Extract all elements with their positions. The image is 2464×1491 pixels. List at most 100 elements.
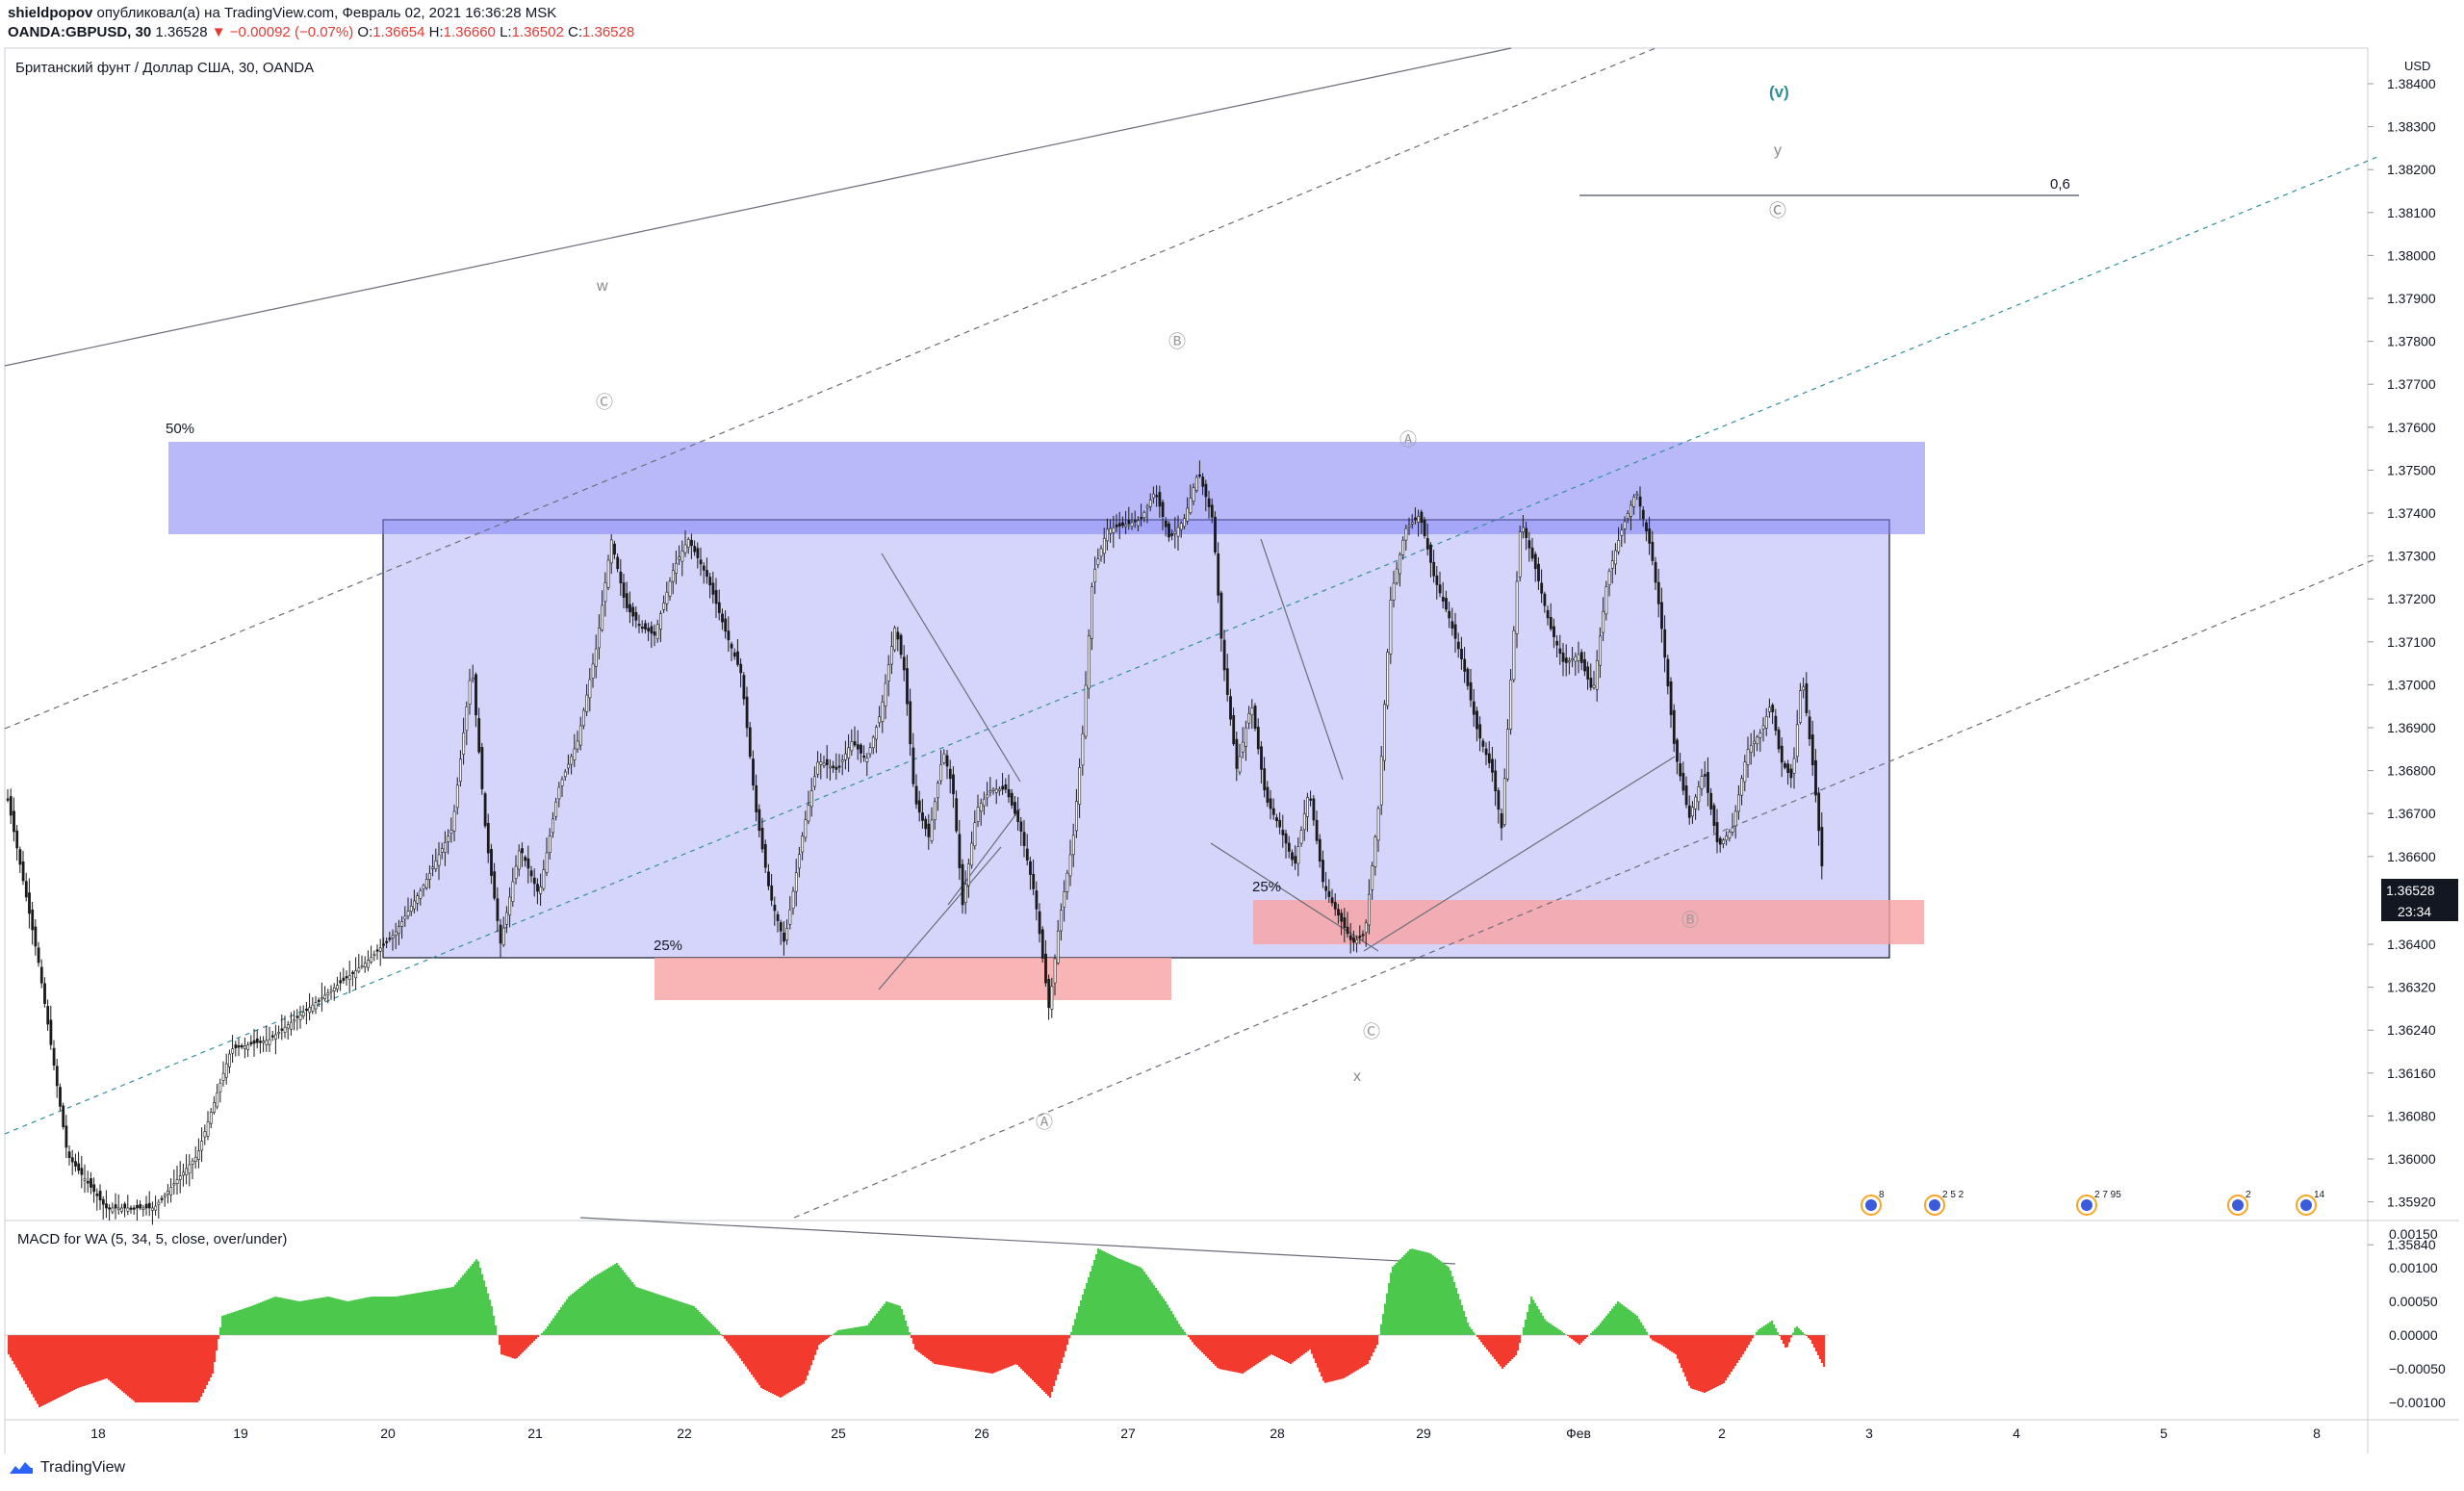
macd-bar <box>1101 1250 1104 1335</box>
candle-body <box>345 976 348 979</box>
macd-bar <box>179 1335 182 1402</box>
tradingview-logo[interactable]: TradingView <box>8 1459 125 1477</box>
macd-bar <box>422 1292 424 1335</box>
macd-bar <box>878 1311 881 1335</box>
candle-body <box>483 793 487 827</box>
event-badge[interactable]: 2 7 95 <box>2076 1190 2121 1216</box>
trendline[interactable] <box>4 156 2378 1135</box>
macd-bar <box>1057 1335 1060 1375</box>
macd-bar <box>1555 1327 1558 1335</box>
macd-bar <box>529 1335 532 1345</box>
price-tick-label: 1.37400 <box>2387 505 2436 521</box>
macd-bar <box>978 1335 981 1372</box>
event-badge[interactable]: 8 <box>1861 1190 1885 1216</box>
author-name[interactable]: shieldpopov <box>8 5 93 21</box>
macd-bar <box>164 1335 167 1402</box>
macd-bar <box>957 1335 960 1368</box>
macd-bar <box>268 1298 270 1335</box>
macd-bar <box>127 1335 130 1397</box>
macd-bar <box>689 1304 692 1335</box>
macd-bar <box>1382 1314 1385 1335</box>
candle-body <box>785 928 789 940</box>
macd-bar <box>1145 1274 1148 1335</box>
candle-body <box>1302 813 1306 831</box>
macd-bar <box>928 1335 931 1360</box>
candle-body <box>1312 798 1316 821</box>
candle-body <box>1626 513 1630 519</box>
trendline[interactable] <box>878 846 1002 990</box>
trendline[interactable] <box>1260 538 1344 781</box>
candle-body <box>837 765 841 768</box>
trendline[interactable] <box>579 1217 1456 1265</box>
macd-bar <box>1563 1333 1566 1335</box>
macd-bar <box>58 1335 61 1398</box>
macd-bar <box>757 1335 759 1383</box>
event-badge[interactable]: 14 <box>2296 1190 2325 1216</box>
macd-bar <box>645 1290 648 1335</box>
candle-body <box>825 758 829 765</box>
macd-bar <box>982 1335 985 1373</box>
macd-bar <box>1219 1335 1221 1370</box>
macd-bar <box>1020 1335 1023 1369</box>
macd-bar <box>1161 1296 1164 1335</box>
candle-body <box>1638 496 1642 507</box>
candle-body <box>955 798 959 832</box>
candle-body <box>1173 530 1177 534</box>
events-row[interactable]: 8 2 5 2 2 7 95 2 14 <box>1861 1190 2325 1216</box>
macd-bar <box>1088 1277 1091 1335</box>
range-box[interactable] <box>382 519 1890 959</box>
candle-body <box>1731 827 1734 833</box>
macd-bar <box>1500 1335 1502 1367</box>
macd-bar <box>939 1335 942 1365</box>
fib-zone-top[interactable] <box>168 442 1925 534</box>
trendline[interactable] <box>4 47 1512 367</box>
event-badge[interactable]: 2 <box>2227 1190 2251 1216</box>
macd-bar <box>1788 1335 1791 1343</box>
candle-body <box>983 798 986 807</box>
price-axis[interactable]: 1.384001.383001.382001.381001.380001.379… <box>2368 76 2436 1252</box>
macd-bar <box>352 1299 355 1335</box>
trendline[interactable] <box>4 47 1656 730</box>
candle-body <box>385 940 389 943</box>
macd-bar <box>637 1287 640 1335</box>
macd-bar <box>1569 1335 1572 1338</box>
fib-zone-left[interactable] <box>654 958 1171 1000</box>
macd-axis[interactable]: 0.001500.001000.000500.00000−0.00050−0.0… <box>2389 1226 2446 1410</box>
macd-bar <box>1784 1335 1787 1348</box>
fib-zone-right[interactable] <box>1253 900 1924 944</box>
candle-body <box>1733 810 1737 827</box>
trendline[interactable] <box>947 808 1021 906</box>
candle-body <box>455 784 459 809</box>
candle-body <box>930 819 934 841</box>
macd-bar <box>755 1335 757 1380</box>
macd-bar <box>595 1275 598 1335</box>
macd-bar <box>1478 1335 1481 1340</box>
trendline[interactable] <box>1363 756 1676 952</box>
candle-body <box>400 921 404 927</box>
macd-bar <box>1005 1335 1008 1369</box>
candle-body <box>139 1204 142 1209</box>
time-axis[interactable]: 18 19 20 21 22 25 26 27 28 29 Фев 2 3 4 5 8 <box>90 1426 2321 1441</box>
candle-body <box>391 935 395 938</box>
candle-body <box>1632 497 1636 507</box>
macd-bar <box>1086 1283 1089 1335</box>
candle-body <box>144 1203 148 1209</box>
candle-body <box>752 758 755 786</box>
candle-body <box>508 896 512 915</box>
macd-bar <box>618 1265 621 1335</box>
trendline[interactable] <box>881 553 1021 783</box>
macd-bar <box>1700 1335 1703 1392</box>
macd-bar <box>368 1297 371 1335</box>
macd-bar <box>1767 1323 1770 1335</box>
macd-bar <box>1684 1335 1687 1377</box>
macd-bar <box>231 1312 234 1335</box>
macd-bar <box>629 1279 632 1335</box>
macd-bar <box>1228 1335 1231 1372</box>
candle-body <box>576 740 579 750</box>
macd-bar <box>1313 1335 1316 1359</box>
candle-body <box>1164 521 1168 527</box>
macd-bar <box>470 1266 473 1335</box>
event-badge[interactable]: 2 5 2 <box>1924 1190 1964 1216</box>
candle-body <box>570 756 574 765</box>
